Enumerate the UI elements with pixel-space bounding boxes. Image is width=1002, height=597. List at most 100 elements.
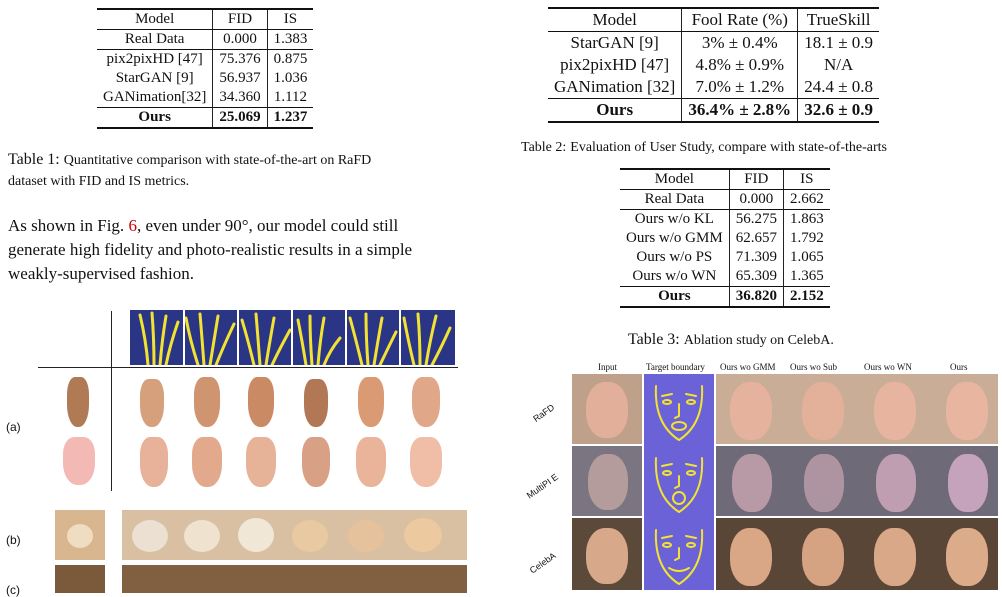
table-row-ours-cell: Ours (620, 286, 730, 308)
cat-input-c (55, 565, 105, 593)
table-row-cell: 18.1 ± 0.9 (797, 31, 880, 54)
row-label-multipie: MultiPI E (524, 471, 560, 501)
table-row-ours: Ours 36.820 2.152 (620, 286, 830, 308)
table-3: Model FID IS Real Data 0.000 2.662 Ours w/o KL… (620, 168, 830, 308)
table-row-cell: 1.036 (266, 69, 314, 88)
table-row-cell: 1.112 (266, 88, 314, 108)
table-row-cell: GANimation[32] (103, 89, 207, 105)
table-header-row-cell: Model (548, 7, 682, 32)
table-row: Ours w/o GMM 62.657 1.792 (620, 229, 830, 248)
label-c: (c) (6, 583, 20, 597)
paragraph-line-2: generate high fidelity and photo-realist… (8, 240, 413, 259)
table-row-cell: 2.662 (782, 189, 830, 210)
row-label-rafd: RaFD (531, 402, 557, 424)
hand-boundary-lines (138, 310, 452, 367)
table-row-cell: 1.365 (782, 267, 830, 287)
table-row-cell: 56.275 (728, 209, 784, 229)
hand-input-1 (55, 373, 103, 429)
table-row-cell: 56.937 (212, 69, 268, 88)
table-row: GANimation [32] 7.0% ± 1.2% 24.4 ± 0.8 (548, 76, 880, 99)
cat-input-b (55, 510, 105, 560)
table-row-ours: Ours 25.069 1.237 (97, 107, 314, 129)
table-row-cell: 71.309 (728, 248, 784, 267)
table-2-caption-label: Table 2: (521, 140, 567, 155)
table-row-cell: 4.8% ± 0.9% (681, 54, 798, 76)
table-1-caption-text-2: dataset with FID and IS metrics. (8, 174, 190, 189)
table-row-cell: pix2pixHD [47] (560, 55, 670, 74)
table-row: StarGAN [9] 56.937 1.036 (97, 69, 314, 88)
table-header-row-cell: FID (212, 8, 268, 30)
figure-vertical-divider (111, 311, 112, 491)
col-header-ours: Ours (950, 362, 968, 372)
table-header-row: Model FID IS (620, 168, 830, 190)
table-row-cell: 0.000 (212, 29, 268, 50)
table-row-cell: N/A (797, 54, 880, 76)
table-1-caption: Table 1: Quantitative comparison with st… (8, 150, 478, 192)
face-results-celeba (716, 518, 998, 590)
table-1-caption-text: Quantitative comparison with state-of-th… (63, 153, 372, 168)
table-row-cell: 65.309 (728, 267, 784, 287)
table-row-cell: 3% ± 0.4% (681, 31, 798, 54)
table-row-cell: 0.000 (728, 189, 784, 210)
figure-faces: Input Target boundary Ours wo GMM Ours w… (520, 362, 1000, 593)
figure-horizontal-divider (38, 367, 458, 368)
table-row-cell: 0.875 (266, 49, 314, 69)
table-header-row-cell: Model (97, 8, 213, 30)
col-header-input: Input (598, 362, 617, 372)
paragraph-text-b: , even under 90°, our model could still (136, 216, 399, 235)
table-2-caption: Table 2: Evaluation of User Study, compa… (521, 138, 887, 156)
table-row: pix2pixHD [47] 75.376 0.875 (97, 49, 314, 69)
cat-results-b (122, 510, 467, 560)
table-1: Model FID IS Real Data 0.000 1.383 pix2pixHD [… (97, 8, 314, 129)
table-row-cell: Ours w/o PS (636, 249, 713, 265)
table-row-cell: 24.4 ± 0.8 (797, 76, 880, 99)
col-header-wo-wn: Ours wo WN (864, 362, 912, 372)
paragraph-text-a: As shown in Fig. (8, 216, 129, 235)
table-row: StarGAN [9] 3% ± 0.4% 18.1 ± 0.9 (548, 31, 880, 54)
hand-input-2 (55, 433, 103, 489)
table-row-cell: 62.657 (728, 229, 784, 248)
cat-results-c (122, 565, 467, 593)
table-row-ours-cell: 25.069 (212, 107, 268, 129)
table-row-cell: StarGAN [9] (570, 33, 659, 52)
label-b: (b) (6, 533, 21, 547)
table-row-ours-cell: 36.4% ± 2.8% (681, 98, 798, 123)
target-boundary-column (644, 374, 714, 590)
table-row: Ours w/o KL 56.275 1.863 (620, 209, 830, 229)
face-input-multipie (572, 446, 642, 516)
table-row-cell: Ours w/o KL (620, 209, 730, 229)
table-row-cell: 1.792 (782, 229, 830, 248)
table-3-caption-text: Ablation study on CelebA. (683, 333, 834, 348)
body-paragraph: As shown in Fig. 6, even under 90°, our … (8, 214, 488, 286)
col-header-target: Target boundary (646, 362, 705, 372)
face-results-multipie (716, 446, 998, 516)
table-2-caption-text: Evaluation of User Study, compare with s… (570, 140, 887, 155)
table-header-row-cell: IS (266, 8, 314, 30)
table-3-caption: Table 3: Ablation study on CelebA. (628, 331, 834, 349)
boundary-face-sketches (654, 385, 704, 586)
table-row-cell: Ours w/o WN (632, 268, 717, 284)
table-row-ours-cell: 1.237 (266, 107, 314, 129)
table-row-cell: pix2pixHD [47] (97, 49, 213, 69)
row-label-celeba: CelebA (527, 550, 558, 576)
figure-reference-link[interactable]: 6 (128, 216, 137, 235)
paragraph-line-3: weakly-supervised fashion. (8, 264, 195, 283)
table-row-cell: 75.376 (212, 49, 268, 69)
table-2: Model Fool Rate (%) TrueSkill StarGAN [9] 3%… (548, 7, 880, 123)
table-row-cell: Real Data (644, 191, 705, 207)
table-header-row: Model FID IS (97, 8, 314, 30)
hand-results-row-1 (130, 373, 460, 429)
face-results-rafd (716, 374, 998, 444)
table-row: Ours w/o PS 71.309 1.065 (620, 248, 830, 267)
hand-results-row-2 (130, 433, 460, 489)
table-header-row-cell: Model (620, 168, 730, 190)
table-header-row-cell: IS (782, 168, 830, 190)
table-row-ours-cell: 2.152 (782, 286, 830, 308)
table-row-cell: 1.383 (266, 29, 314, 50)
table-row-cell: 1.863 (782, 209, 830, 229)
face-input-rafd (572, 374, 642, 444)
table-1-caption-label: Table 1: (8, 151, 60, 168)
table-row-cell: Real Data (124, 31, 185, 47)
label-a: (a) (6, 420, 21, 434)
table-row-cell: 34.360 (212, 88, 268, 108)
